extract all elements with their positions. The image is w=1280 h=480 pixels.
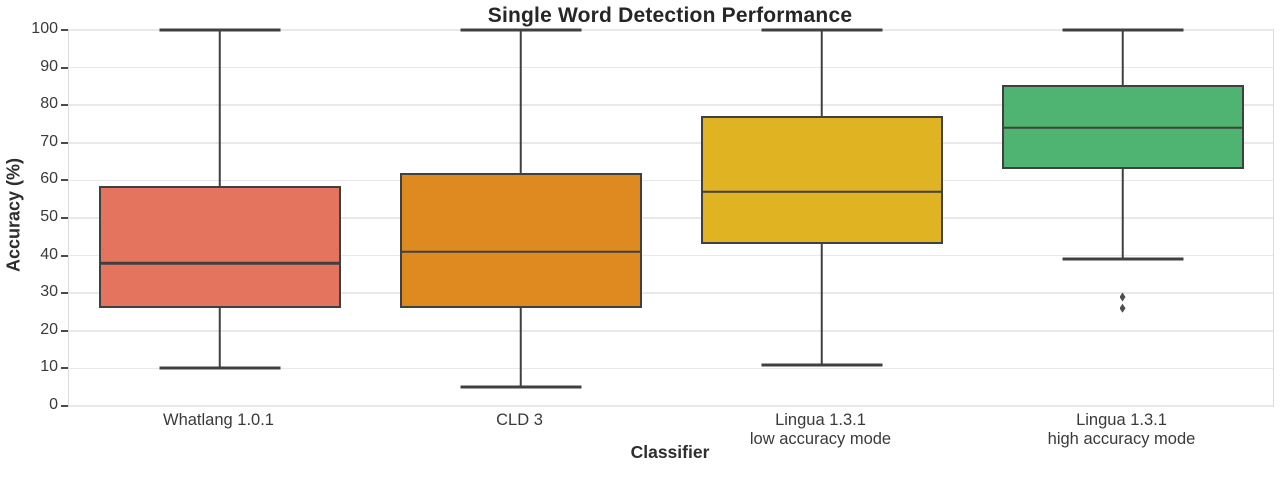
upper-whisker-cap (761, 28, 882, 32)
y-gridline (69, 405, 1273, 407)
lower-whisker-cap (761, 363, 882, 367)
x-axis-label: Classifier (630, 442, 710, 462)
outlier-point (1119, 292, 1126, 302)
y-tick-mark (60, 329, 68, 332)
lower-whisker-cap (460, 385, 581, 389)
lower-whisker-cap (1062, 257, 1183, 261)
chart-title: Single Word Detection Performance (487, 4, 853, 27)
box (399, 172, 642, 309)
lower-whisker-cap (159, 366, 280, 370)
median-line (1001, 126, 1244, 129)
y-gridline (69, 254, 1273, 257)
lower-whisker (1121, 169, 1124, 260)
y-tick-label: 50 (40, 208, 58, 225)
upper-whisker (820, 30, 823, 117)
y-tick-mark (60, 141, 68, 144)
upper-whisker (1121, 30, 1124, 85)
y-tick-mark (60, 367, 68, 370)
x-tick-label: CLD 3 (496, 411, 543, 429)
outlier-point (1119, 303, 1126, 313)
y-tick-label: 90 (40, 57, 58, 75)
y-tick-label: 80 (40, 95, 58, 113)
x-tick-label: Whatlang 1.0.1 (163, 411, 274, 429)
lower-whisker (820, 244, 823, 365)
upper-whisker-cap (460, 28, 581, 32)
y-gridline (69, 179, 1273, 182)
y-tick-mark (60, 104, 68, 107)
lower-whisker (519, 308, 522, 388)
y-tick-label: 30 (40, 283, 58, 301)
x-tick-label: Lingua 1.3.1 high accuracy mode (1047, 411, 1196, 448)
upper-whisker (519, 30, 522, 173)
upper-whisker-cap (1062, 28, 1183, 32)
lower-whisker (218, 308, 221, 369)
y-tick-mark (60, 292, 68, 295)
median-line (98, 261, 341, 265)
median-line (700, 190, 943, 193)
y-gridline (69, 292, 1273, 294)
y-tick-label: 60 (40, 170, 58, 188)
y-tick-mark (60, 405, 68, 407)
y-tick-mark (60, 66, 68, 69)
y-gridline (69, 29, 1273, 31)
y-gridline (69, 217, 1273, 219)
y-tick-label: 20 (40, 320, 58, 338)
upper-whisker-cap (159, 28, 280, 32)
median-line (399, 250, 642, 254)
y-tick-mark (60, 254, 68, 257)
upper-whisker (218, 30, 221, 187)
x-tick-label: Lingua 1.3.1 low accuracy mode (749, 411, 892, 448)
box (700, 116, 943, 245)
y-tick-label: 100 (31, 20, 58, 37)
y-tick-label: 70 (40, 132, 58, 150)
box (98, 186, 341, 309)
y-gridline (69, 330, 1273, 332)
y-tick-mark (60, 217, 68, 219)
y-gridline (69, 142, 1273, 144)
y-gridline (69, 66, 1273, 69)
y-tick-mark (60, 179, 68, 182)
y-tick-label: 0 (49, 396, 58, 413)
y-gridline (69, 104, 1273, 106)
y-tick-label: 40 (40, 245, 58, 263)
y-tick-label: 10 (40, 358, 58, 376)
y-gridline (69, 367, 1273, 370)
y-tick-mark (60, 29, 68, 31)
plot-area (60, 28, 1274, 407)
